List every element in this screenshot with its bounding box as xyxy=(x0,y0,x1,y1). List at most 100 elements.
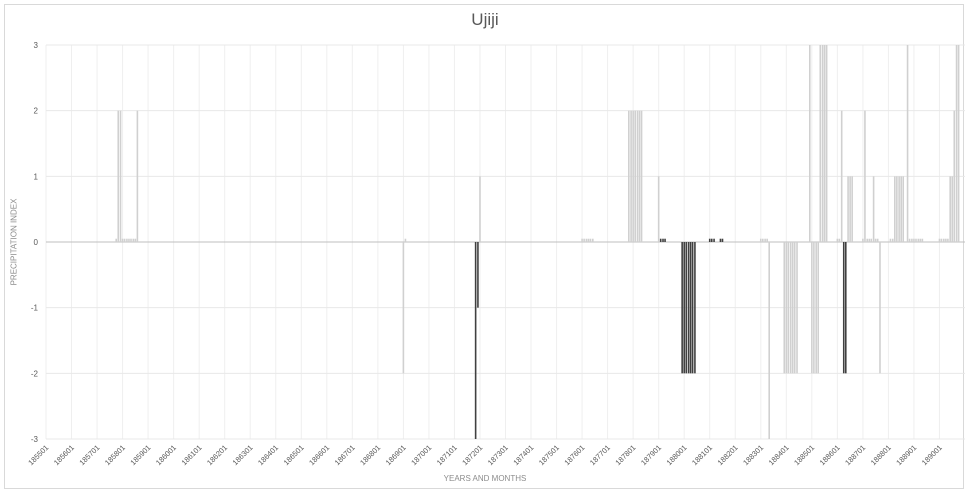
bar xyxy=(821,45,824,242)
x-tick-label: 186001 xyxy=(154,443,178,467)
bar xyxy=(889,238,892,242)
x-tick-label: 188101 xyxy=(690,443,714,467)
x-tick-label: 188601 xyxy=(818,443,842,467)
bar xyxy=(940,238,943,242)
bar xyxy=(119,110,122,243)
bar xyxy=(587,238,590,242)
bar xyxy=(402,242,405,374)
bar xyxy=(664,238,666,242)
bar xyxy=(894,176,896,242)
bar xyxy=(789,242,792,374)
x-tick-label: 187801 xyxy=(613,443,637,467)
bar xyxy=(713,238,715,242)
bar xyxy=(632,110,634,243)
bar xyxy=(123,238,126,242)
x-tick-label: 189001 xyxy=(920,443,944,467)
bar xyxy=(134,238,137,242)
bar xyxy=(838,238,841,242)
bar xyxy=(913,238,915,242)
bar xyxy=(847,176,849,242)
bar xyxy=(906,45,909,242)
bar xyxy=(630,110,632,243)
bar xyxy=(479,176,481,242)
bar xyxy=(791,242,794,374)
bar xyxy=(864,110,866,243)
x-tick-label: 187901 xyxy=(639,443,663,467)
bar xyxy=(836,238,839,242)
x-tick-label: 187401 xyxy=(511,443,535,467)
x-tick-label: 186501 xyxy=(282,443,306,467)
bar xyxy=(866,238,869,242)
bar xyxy=(640,110,643,243)
x-tick-label: 187501 xyxy=(537,443,561,467)
y-tick-label: -2 xyxy=(31,369,39,378)
bar xyxy=(945,238,947,242)
x-tick-label: 186701 xyxy=(333,443,357,467)
bar xyxy=(768,242,770,439)
bar xyxy=(783,242,786,374)
bar xyxy=(947,238,949,242)
x-tick-label: 187301 xyxy=(486,443,510,467)
chart-area xyxy=(4,4,964,489)
bar xyxy=(796,242,798,374)
bar xyxy=(719,238,722,242)
x-tick-label: 188701 xyxy=(843,443,867,467)
bar xyxy=(404,238,407,242)
bar xyxy=(128,238,130,242)
bar xyxy=(721,238,724,242)
bar xyxy=(938,238,941,242)
bar xyxy=(815,242,817,374)
x-tick-label: 188501 xyxy=(792,443,816,467)
y-tick-label: 2 xyxy=(34,107,39,116)
bar xyxy=(689,242,692,374)
bar xyxy=(808,45,811,242)
y-tick-label: 1 xyxy=(34,172,39,181)
bar xyxy=(953,110,956,243)
bar xyxy=(851,176,853,242)
y-tick-label: -3 xyxy=(31,435,39,444)
bar xyxy=(891,238,894,242)
x-tick-label: 187601 xyxy=(562,443,586,467)
bar xyxy=(817,242,820,374)
bar xyxy=(840,110,843,243)
bar xyxy=(477,242,479,308)
bar xyxy=(911,238,913,242)
x-tick-label: 188001 xyxy=(665,443,689,467)
bar xyxy=(842,242,845,374)
x-tick-label: 186601 xyxy=(307,443,331,467)
bar xyxy=(811,242,813,374)
x-tick-label: 188301 xyxy=(741,443,765,467)
bar xyxy=(126,238,128,242)
bar xyxy=(819,45,822,242)
bar xyxy=(917,238,920,242)
bar xyxy=(915,238,917,242)
bar xyxy=(589,238,592,242)
x-tick-label: 187201 xyxy=(460,443,484,467)
bar xyxy=(813,242,815,374)
bar xyxy=(592,238,594,242)
x-tick-label: 185701 xyxy=(77,443,101,467)
x-tick-label: 186901 xyxy=(384,443,408,467)
y-tick-label: -1 xyxy=(31,304,39,313)
bar xyxy=(957,45,960,242)
bar xyxy=(136,110,139,243)
bar xyxy=(585,238,588,242)
bar xyxy=(872,176,875,242)
bar xyxy=(683,242,685,374)
bar xyxy=(130,238,132,242)
bar xyxy=(870,238,873,242)
bar xyxy=(825,45,828,242)
bar xyxy=(115,238,117,242)
x-tick-label: 188201 xyxy=(716,443,740,467)
x-tick-label: 188901 xyxy=(894,443,918,467)
x-tick-label: 185601 xyxy=(52,443,76,467)
bar xyxy=(868,238,871,242)
x-tick-label: 186201 xyxy=(205,443,229,467)
bar xyxy=(691,242,694,374)
bar xyxy=(793,242,796,374)
bar xyxy=(759,238,762,242)
bar xyxy=(844,242,847,374)
y-tick-label: 3 xyxy=(34,41,39,50)
bar xyxy=(132,238,135,242)
